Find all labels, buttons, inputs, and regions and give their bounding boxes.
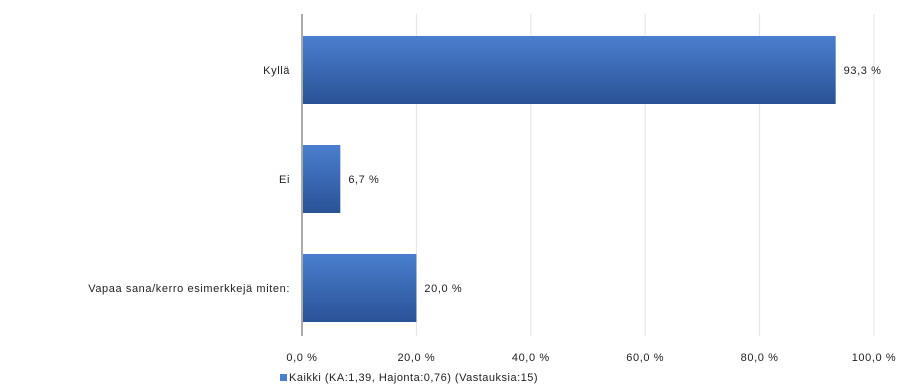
bar	[303, 36, 836, 104]
category-label: Ei	[279, 174, 290, 186]
x-tick-label: 40,0 %	[512, 352, 550, 364]
bars	[303, 36, 836, 322]
x-tick-label: 0,0 %	[286, 352, 317, 364]
x-tick-label: 20,0 %	[397, 352, 435, 364]
bar	[303, 254, 417, 322]
value-label: 6,7 %	[348, 174, 379, 186]
x-tick-label: 80,0 %	[741, 352, 779, 364]
category-label: Kyllä	[263, 65, 290, 77]
bar	[303, 145, 341, 213]
x-tick-label: 60,0 %	[626, 352, 664, 364]
legend-label: Kaikki (KA:1,39, Hajonta:0,76) (Vastauks…	[289, 372, 538, 384]
legend-swatch	[280, 374, 287, 381]
labels: 0,0 % 20,0 % 40,0 % 60,0 % 80,0 % 100,0 % Kyll…	[88, 65, 897, 364]
category-label: Vapaa sana/kerro esimerkkejä miten:	[88, 283, 290, 295]
x-tick-label: 100,0 %	[852, 352, 897, 364]
legend: Kaikki (KA:1,39, Hajonta:0,76) (Vastauks…	[280, 372, 538, 384]
value-label: 20,0 %	[424, 283, 462, 295]
value-label: 93,3 %	[844, 65, 882, 77]
